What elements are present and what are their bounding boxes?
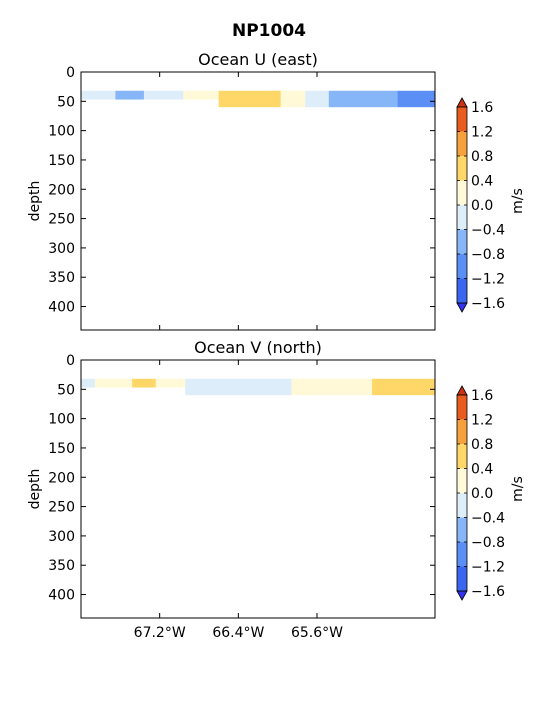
colorbar-tick-label: −1.6 <box>471 296 505 312</box>
colorbar-band <box>457 493 467 518</box>
heatmap-cell <box>94 378 133 388</box>
y-tick-label: 150 <box>48 441 75 457</box>
colorbar-band <box>457 205 467 230</box>
heatmap-cell <box>143 90 184 100</box>
heatmap-cell <box>81 378 96 388</box>
panel-title: Ocean V (north) <box>194 338 322 357</box>
colorbar-band <box>457 278 467 303</box>
colorbar-tick-label: 0.0 <box>471 198 493 214</box>
y-axis: 0 50 100 150 200 250 300 350 400 <box>48 65 435 316</box>
heatmap-cell <box>115 90 145 100</box>
y-axis-label: depth <box>27 181 43 222</box>
x-tick-label: 66.4°W <box>212 625 264 641</box>
colorbar-label: m/s <box>510 188 526 214</box>
plot-frame <box>80 359 436 619</box>
colorbar-tick-label: −0.8 <box>471 535 505 551</box>
figure-title: NP1004 <box>232 21 306 41</box>
y-tick-label: 50 <box>57 94 75 110</box>
x-tick-label: 67.2°W <box>134 625 186 641</box>
colorbar-under-arrow <box>456 302 468 313</box>
colorbar-tick-label: 0.8 <box>471 437 493 453</box>
colorbar-tick-label: −1.6 <box>471 584 505 600</box>
colorbar-tick-label: 0.4 <box>471 462 493 478</box>
colorbar-tick-label: 0.4 <box>471 174 493 190</box>
colorbar-tick-label: −0.4 <box>471 511 505 527</box>
heatmap-cell <box>372 378 436 396</box>
y-tick-label: 250 <box>48 212 75 228</box>
y-tick-label: 100 <box>48 412 75 428</box>
heatmap-cell <box>218 90 282 108</box>
heatmap-cell <box>328 90 399 108</box>
heatmap-cell <box>81 90 116 100</box>
heatmap-cell <box>132 378 157 388</box>
heatmap-cell <box>280 90 306 108</box>
x-axis: 67.2°W 66.4°W 65.6°W <box>134 360 343 641</box>
colorbar-under-arrow <box>456 590 468 601</box>
y-axis: 0 50 100 150 200 250 300 350 400 <box>48 353 435 604</box>
panel-ocean-u: Ocean U (east) 050100150200250300350400 … <box>27 50 436 331</box>
colorbar-tick-label: −1.2 <box>471 272 505 288</box>
x-tick-label: 65.6°W <box>291 625 343 641</box>
colorbar-tick-label: 1.2 <box>471 413 493 429</box>
colorbar-tick-label: 1.6 <box>471 100 493 116</box>
y-tick-label: 0 <box>66 353 75 369</box>
colorbar-band <box>457 254 467 279</box>
colorbar-u: m/s 1.6 1.2 0.8 0.4 0.0 −0.4 −0.8 −1.2 −1.6 <box>456 97 526 313</box>
colorbar-band <box>457 131 467 156</box>
y-tick-label: 400 <box>48 588 75 604</box>
colorbar-over-arrow <box>456 385 468 396</box>
colorbar-band <box>457 180 467 205</box>
y-tick-label: 100 <box>48 124 75 140</box>
colorbar-band <box>457 517 467 542</box>
colorbar-tick-label: 1.2 <box>471 125 493 141</box>
y-tick-label: 400 <box>48 300 75 316</box>
colorbar-over-arrow <box>456 97 468 108</box>
panel-ocean-v: Ocean V (north) 0 50 100 150 200 250 300 350 400… <box>27 338 436 641</box>
panel-title: Ocean U (east) <box>198 50 318 69</box>
colorbar-band <box>457 468 467 493</box>
colorbar-band <box>457 542 467 567</box>
y-tick-label: 250 <box>48 500 75 516</box>
y-tick-label: 350 <box>48 270 75 286</box>
heatmap-cell <box>183 90 220 100</box>
heatmap-cell <box>397 90 436 108</box>
heatmap-cell <box>305 90 330 108</box>
x-axis <box>159 72 318 330</box>
y-tick-label: 150 <box>48 153 75 169</box>
y-tick-label: 300 <box>48 241 75 257</box>
colorbar-tick-label: −1.2 <box>471 560 505 576</box>
plot-frame <box>80 71 436 331</box>
y-tick-label: 300 <box>48 529 75 545</box>
colorbar-v: m/s 1.6 1.2 0.8 0.4 0.0 −0.4 −0.8 −1.2 −1.6 <box>456 385 526 601</box>
colorbar-band <box>457 444 467 469</box>
heatmap-layer <box>81 90 436 108</box>
y-tick-label: 350 <box>48 558 75 574</box>
colorbar-tick-label: 0.0 <box>471 486 493 502</box>
y-tick-label: 200 <box>48 470 75 486</box>
colorbar-band <box>457 107 467 132</box>
colorbar-tick-label: −0.4 <box>471 223 505 239</box>
colorbar-label: m/s <box>510 476 526 502</box>
heatmap-cell <box>155 378 186 388</box>
colorbar-band <box>457 419 467 444</box>
y-tick-label: 50 <box>57 382 75 398</box>
heatmap-cell <box>185 378 292 396</box>
heatmap-layer <box>81 378 436 396</box>
colorbar-band <box>457 566 467 591</box>
colorbar-tick-label: −0.8 <box>471 247 505 263</box>
colorbar-band <box>457 395 467 420</box>
colorbar-tick-label: 1.6 <box>471 388 493 404</box>
colorbar-tick-label: 0.8 <box>471 149 493 165</box>
colorbar-band <box>457 156 467 181</box>
y-tick-label: 0 <box>66 65 75 81</box>
heatmap-cell <box>291 378 373 396</box>
colorbar-band <box>457 229 467 254</box>
y-tick-label: 200 <box>48 182 75 198</box>
y-axis-label: depth <box>27 469 43 510</box>
